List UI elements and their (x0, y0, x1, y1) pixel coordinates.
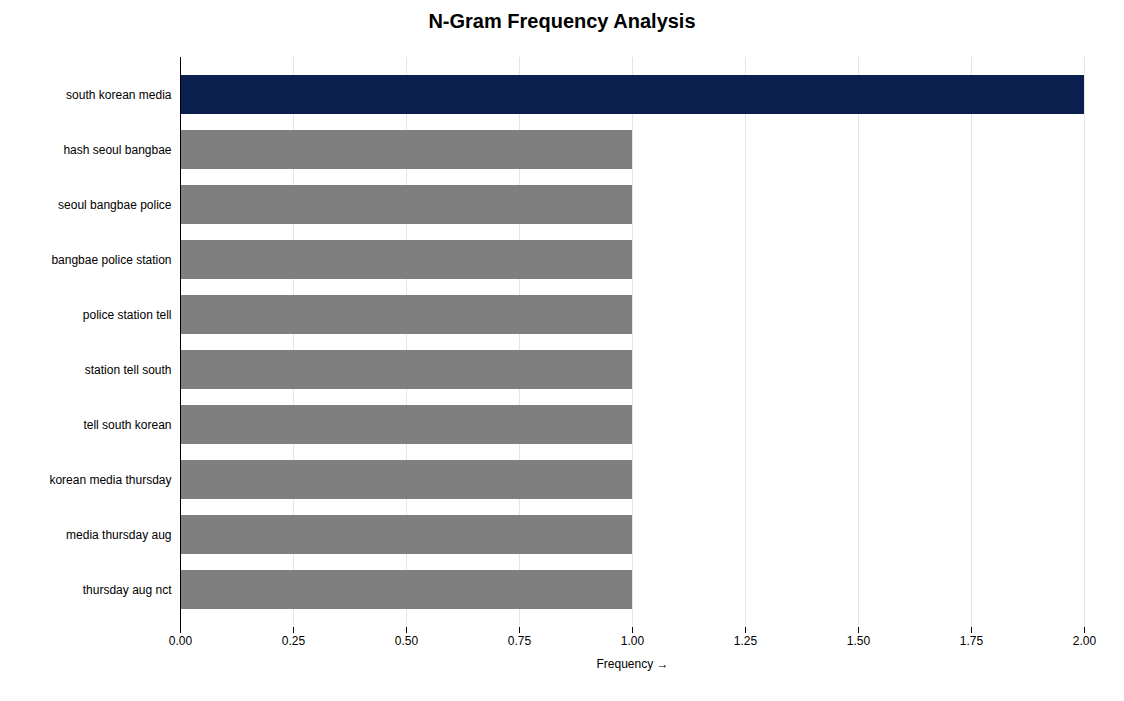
svg-text:0.75: 0.75 (508, 634, 532, 648)
svg-text:bangbae police station: bangbae police station (51, 253, 171, 267)
svg-text:station tell south: station tell south (85, 363, 172, 377)
svg-text:1.50: 1.50 (847, 634, 871, 648)
svg-text:0.25: 0.25 (282, 634, 306, 648)
svg-text:Frequency →: Frequency → (596, 657, 668, 671)
svg-text:0.50: 0.50 (395, 634, 419, 648)
svg-text:korean media thursday: korean media thursday (49, 473, 171, 487)
svg-text:south korean media: south korean media (66, 88, 172, 102)
svg-text:1.00: 1.00 (621, 634, 645, 648)
svg-text:tell south korean: tell south korean (83, 418, 171, 432)
svg-text:seoul bangbae police: seoul bangbae police (58, 198, 172, 212)
svg-text:1.25: 1.25 (734, 634, 758, 648)
svg-text:1.75: 1.75 (960, 634, 984, 648)
svg-text:hash seoul bangbae: hash seoul bangbae (63, 143, 171, 157)
svg-text:media thursday aug: media thursday aug (66, 528, 171, 542)
svg-text:0.00: 0.00 (169, 634, 193, 648)
svg-text:police station tell: police station tell (83, 308, 172, 322)
html-text:N-Gram Frequency Analysis: N-Gram Frequency Analysis (428, 10, 696, 32)
svg-text:2.00: 2.00 (1073, 634, 1097, 648)
svg-text:thursday aug nct: thursday aug nct (83, 583, 172, 597)
